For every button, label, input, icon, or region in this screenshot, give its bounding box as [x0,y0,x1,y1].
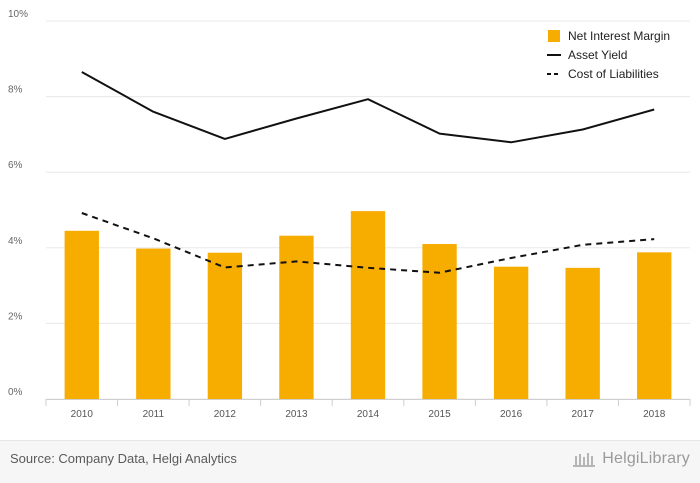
source-note: Source: Company Data, Helgi Analytics [10,451,237,466]
legend-label: Cost of Liabilities [568,67,659,81]
series-line [81,71,655,144]
x-tick-label: 2011 [143,409,165,420]
bar [422,244,457,399]
y-tick-label: 2% [8,311,23,322]
bar [637,252,672,399]
x-tick-label: 2010 [71,409,94,420]
x-tick-label: 2017 [572,409,595,420]
line-series [81,71,655,274]
y-tick-label: 0% [8,387,23,398]
y-tick-label: 10% [8,9,28,20]
y-tick-label: 4% [8,236,23,247]
x-tick-label: 2012 [214,409,237,420]
bar [136,248,171,399]
bar [350,211,386,399]
bar [565,267,600,399]
legend-label: Net Interest Margin [568,29,670,43]
y-tick-label: 6% [8,160,23,171]
x-tick-label: 2015 [428,409,451,420]
brand-name: HelgiLibrary [602,450,690,467]
y-axis: 0% 2% 4% 6% 8% 10% [8,9,28,398]
bar [279,235,314,399]
dashed-series-line [81,212,655,274]
legend-swatch [548,30,560,42]
x-axis: 2010 2011 2012 2013 2014 2015 2016 2017 2018 [45,399,691,420]
legend: Net Interest Margin Asset Yield Cost of Li… [547,29,670,81]
x-tick-label: 2016 [500,409,523,420]
bar [493,266,529,399]
chart: 0%2%4%6%8%10% 2010 2011 2012 2013 2014 2015 20… [8,9,691,420]
library-building-icon [572,450,596,468]
x-tick-label: 2018 [643,409,666,420]
x-tick-label: 2014 [357,409,380,420]
y-tick-label: 8% [8,85,23,96]
brand-logo[interactable]: HelgiLibrary [572,448,690,470]
bar-series [64,211,672,399]
x-tick-label: 2013 [285,409,308,420]
bar [64,230,99,399]
bar [207,252,243,399]
legend-label: Asset Yield [568,48,627,62]
